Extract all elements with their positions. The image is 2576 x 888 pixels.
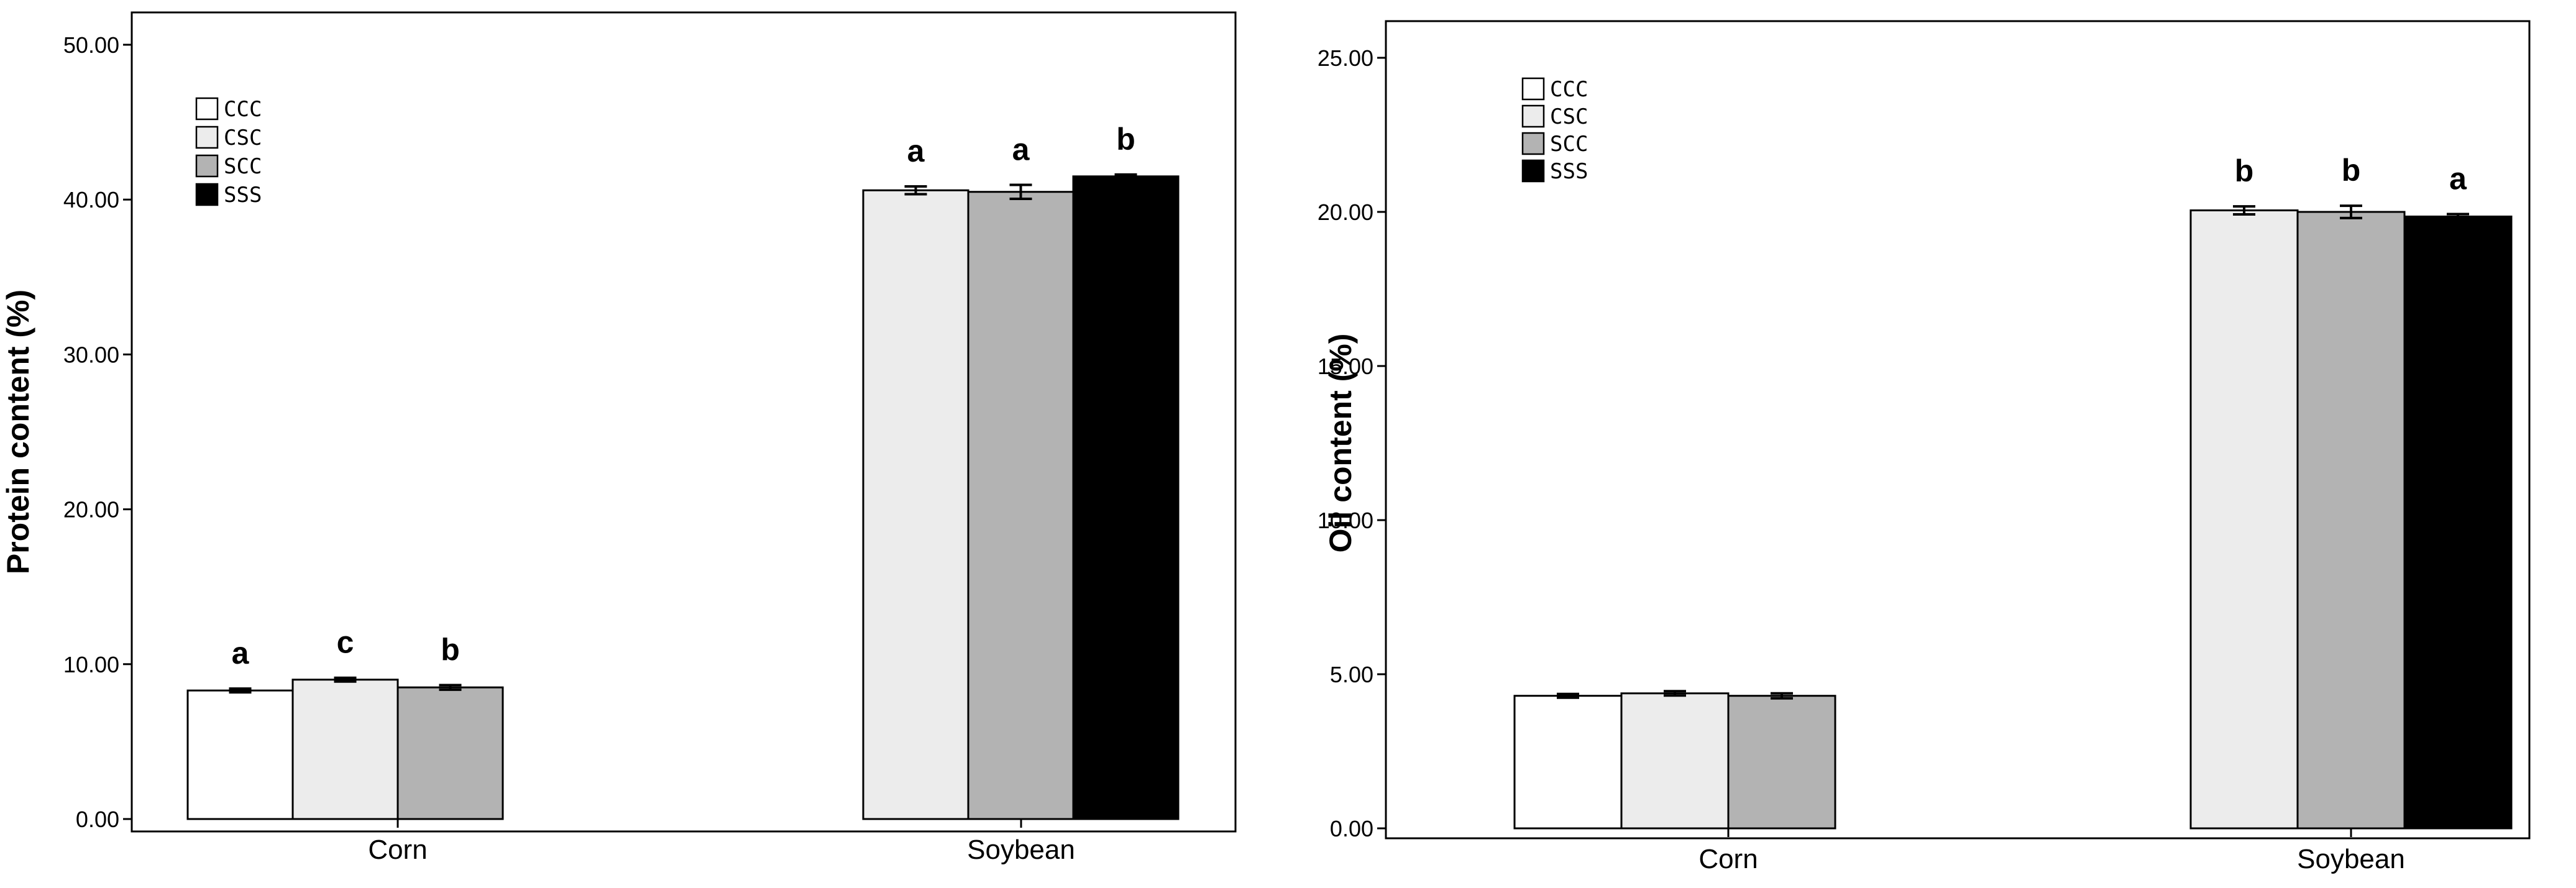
oil-legend-label-sss: SSS [1550,159,1588,184]
protein-significance-soybean-sss: b [1116,122,1135,157]
protein-legend-label-scc: SCC [224,154,262,179]
protein-chart: 0.00 10.00 20.00 30.00 40.00 50.00 Protein con… [1,11,1237,865]
protein-ytick-label: 10.00 [63,652,119,677]
oil-legend-label-csc: CSC [1550,104,1588,129]
protein-significance-soybean-csc: a [907,134,925,168]
protein-bar-corn-ccc [186,689,294,820]
protein-bar-soybean-csc [862,189,969,820]
protein-legend-label-csc: CSC [224,126,262,150]
protein-legend-swatch-csc [195,126,219,149]
protein-category-label-soybean: Soybean [967,835,1075,865]
protein-legend-swatch-sss [195,183,219,206]
protein-ylabel: Protein content (%) [1,290,35,574]
oil-bar-soybean-csc [2189,209,2299,830]
oil-plot-frame [1385,20,2531,840]
oil-bar-corn-ccc [1513,695,1623,830]
oil-category-label-soybean: Soybean [2297,844,2405,874]
protein-significance-corn-csc: c [337,625,354,660]
oil-ytick-label: 15.00 [1318,354,1373,379]
oil-legend-label-scc: SCC [1550,132,1588,157]
oil-legend-label-ccc: CCC [1550,77,1588,102]
protein-category-label-corn: Corn [368,835,427,865]
oil-chart: 0.00 5.00 10.00 15.00 20.00 25.00 Oil content … [1288,0,2575,888]
oil-bar-corn-scc [1727,695,1836,830]
oil-chart-svg: 0.00 5.00 10.00 15.00 20.00 25.00 Oil content … [1318,20,2531,874]
oil-ytick-label: 10.00 [1318,508,1373,533]
protein-bar-soybean-sss [1072,175,1180,820]
oil-ytick-label: 0.00 [1330,816,1373,841]
protein-significance-soybean-scc: a [1012,132,1030,167]
oil-ylabel: Oil content (%) [1323,334,1358,553]
protein-legend-swatch-ccc [195,97,219,121]
protein-plot-frame [131,11,1237,833]
protein-legend-label-sss: SSS [224,183,262,208]
oil-ytick-label: 5.00 [1330,662,1373,687]
protein-significance-corn-scc: b [441,632,460,667]
oil-bar-soybean-sss [2403,215,2513,830]
protein-chart-svg: 0.00 10.00 20.00 30.00 40.00 50.00 Protein con… [1,11,1237,865]
protein-bar-corn-csc [291,679,399,820]
protein-ytick-label: 20.00 [63,497,119,523]
oil-ytick-label: 20.00 [1318,199,1373,225]
oil-category-label-corn: Corn [1698,844,1758,874]
oil-legend-swatch-sss [1521,159,1545,183]
protein-bar-soybean-scc [967,191,1075,820]
protein-legend-swatch-scc [195,154,219,178]
oil-significance-soybean-sss: a [2449,161,2467,196]
oil-significance-soybean-scc: b [2342,153,2361,188]
oil-significance-soybean-csc: b [2235,153,2254,188]
oil-bar-soybean-scc [2296,211,2406,830]
protein-bar-corn-scc [396,686,504,820]
oil-legend-swatch-csc [1521,104,1545,128]
protein-ytick-label: 40.00 [63,187,119,213]
protein-ytick-label: 50.00 [63,32,119,58]
oil-ytick-label: 25.00 [1318,45,1373,71]
protein-significance-corn-ccc: a [232,636,250,671]
oil-bar-corn-csc [1620,692,1730,830]
protein-ytick-label: 0.00 [76,807,119,832]
protein-legend-label-ccc: CCC [224,97,262,122]
oil-legend-swatch-ccc [1521,77,1545,101]
protein-ytick-label: 30.00 [63,342,119,367]
oil-legend-swatch-scc [1521,132,1545,155]
